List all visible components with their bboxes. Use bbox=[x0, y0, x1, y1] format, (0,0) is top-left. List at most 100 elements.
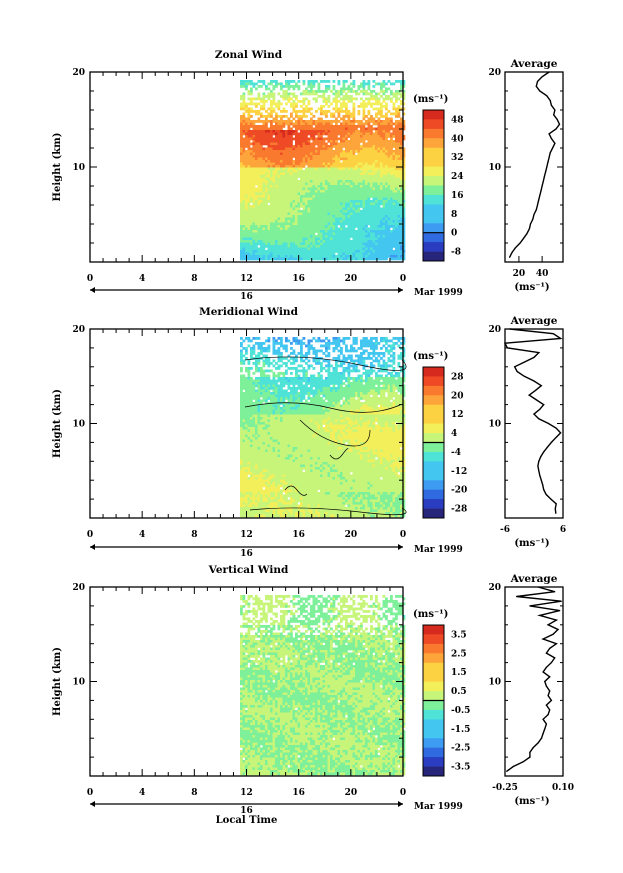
profile-point bbox=[558, 123, 561, 125]
heatmap-cell bbox=[360, 122, 363, 126]
heatmap-cell bbox=[280, 185, 283, 188]
heatmap-cell bbox=[385, 145, 388, 148]
heatmap-cell bbox=[395, 255, 398, 258]
heatmap-cell bbox=[322, 100, 326, 103]
heatmap-cell bbox=[300, 122, 303, 126]
heatmap-cell bbox=[280, 157, 283, 161]
heatmap-cell bbox=[255, 369, 258, 373]
heatmap-cell bbox=[385, 197, 388, 201]
heatmap-cell bbox=[240, 482, 243, 485]
heatmap-cell bbox=[297, 120, 301, 123]
heatmap-cell bbox=[387, 135, 391, 138]
heatmap-cell bbox=[285, 97, 288, 101]
heatmap-cell bbox=[342, 207, 346, 211]
heatmap-cell bbox=[297, 100, 301, 103]
heatmap-cell bbox=[245, 367, 248, 370]
heatmap-cell bbox=[257, 155, 261, 158]
heatmap-cell bbox=[335, 135, 338, 138]
heatmap-cell bbox=[270, 167, 273, 171]
heatmap-cell bbox=[377, 210, 381, 213]
heatmap-cell bbox=[265, 245, 268, 248]
heatmap-cell bbox=[265, 125, 268, 128]
heatmap-cell bbox=[250, 142, 253, 146]
heatmap-cell bbox=[260, 347, 263, 350]
heatmap-cell bbox=[342, 137, 346, 141]
heatmap-cell bbox=[320, 232, 323, 236]
heatmap-cell bbox=[357, 190, 361, 193]
heatmap-cell bbox=[312, 217, 316, 221]
heatmap-cell bbox=[252, 125, 256, 128]
heatmap-cell bbox=[282, 227, 286, 231]
heatmap-cell bbox=[360, 82, 363, 86]
heatmap-cell bbox=[260, 152, 263, 156]
heatmap-cell bbox=[327, 130, 331, 133]
heatmap-cell bbox=[297, 247, 301, 251]
heatmap-cell bbox=[270, 207, 273, 211]
heatmap-cell bbox=[240, 142, 243, 146]
heatmap-cell bbox=[257, 369, 261, 373]
heatmap-cell bbox=[240, 117, 243, 121]
heatmap-cell bbox=[327, 87, 331, 91]
heatmap-cell bbox=[400, 160, 403, 163]
heatmap-cell bbox=[330, 237, 333, 241]
heatmap-cell bbox=[345, 210, 348, 213]
heatmap-cell bbox=[382, 222, 386, 226]
heatmap-cell bbox=[297, 175, 301, 178]
heatmap-cell bbox=[292, 245, 296, 248]
heatmap-cell bbox=[267, 242, 271, 246]
heatmap-cell bbox=[352, 245, 356, 248]
heatmap-cell bbox=[277, 92, 281, 96]
heatmap-cell bbox=[250, 467, 253, 470]
heatmap-cell bbox=[335, 207, 338, 211]
heatmap-cell bbox=[377, 132, 381, 136]
heatmap-cell bbox=[377, 197, 381, 201]
heatmap-cell bbox=[270, 110, 273, 113]
heatmap-cell bbox=[252, 419, 256, 423]
heatmap-cell bbox=[240, 155, 243, 158]
heatmap-cell bbox=[375, 180, 378, 183]
heatmap-cell bbox=[242, 232, 246, 236]
heatmap-cell bbox=[350, 157, 353, 161]
heatmap-cell bbox=[347, 232, 351, 236]
heatmap-cell bbox=[282, 90, 286, 93]
heatmap-cell bbox=[372, 240, 376, 243]
heatmap-cell bbox=[297, 132, 301, 136]
heatmap-cell bbox=[297, 180, 301, 183]
heatmap-cell bbox=[385, 162, 388, 166]
heatmap-cell bbox=[315, 137, 318, 141]
heatmap-cell bbox=[297, 192, 301, 196]
heatmap-cell bbox=[275, 140, 278, 143]
heatmap-cell bbox=[312, 147, 316, 151]
heatmap-cell bbox=[367, 152, 371, 156]
heatmap-cell bbox=[387, 180, 391, 183]
heatmap-cell bbox=[255, 97, 258, 101]
heatmap-cell bbox=[390, 167, 393, 171]
heatmap-cell bbox=[345, 212, 348, 216]
heatmap-cell bbox=[345, 180, 348, 183]
heatmap-cell bbox=[310, 177, 313, 181]
heatmap-cell bbox=[387, 195, 391, 198]
heatmap-cell bbox=[307, 180, 311, 183]
heatmap-cell bbox=[277, 212, 281, 216]
profile-point bbox=[511, 251, 513, 254]
heatmap-cell bbox=[330, 242, 333, 246]
heatmap-cell bbox=[357, 247, 361, 251]
heatmap-cell bbox=[270, 130, 273, 133]
heatmap-cell bbox=[292, 87, 296, 91]
heatmap-cell bbox=[287, 95, 291, 98]
heatmap-cell bbox=[252, 202, 256, 206]
heatmap-cell bbox=[250, 167, 253, 171]
heatmap-cell bbox=[285, 145, 288, 148]
heatmap-cell bbox=[290, 120, 293, 123]
heatmap-cell bbox=[392, 205, 396, 208]
heatmap-cell bbox=[250, 210, 253, 213]
heatmap-cell bbox=[257, 250, 261, 253]
heatmap-cell bbox=[255, 409, 258, 413]
heatmap-cell bbox=[257, 479, 261, 483]
heatmap-cell bbox=[372, 187, 376, 191]
heatmap-cell bbox=[282, 190, 286, 193]
heatmap-cell bbox=[262, 444, 266, 448]
heatmap-cell bbox=[260, 384, 263, 388]
heatmap-cell bbox=[367, 145, 371, 148]
heatmap-cell bbox=[255, 227, 258, 231]
